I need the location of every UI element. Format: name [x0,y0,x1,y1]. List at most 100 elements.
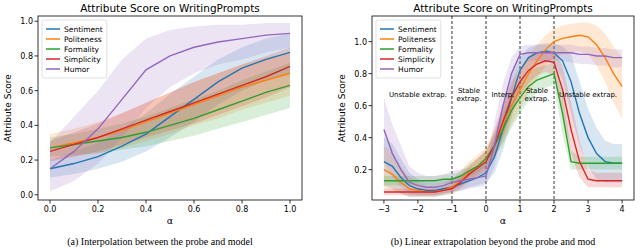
region-label: Stableextrap. [525,87,550,103]
y-tick-label: 0.2 [20,156,33,165]
legend-label: Sentiment [64,25,103,34]
plot-area [50,23,290,191]
caption: (b) Linear extrapolation beyond the prob… [391,236,596,248]
panel: Attribute Score on WritingPrompts 0.0 0.2 0… [3,2,302,248]
x-tick [554,200,555,204]
y-tick-label: 0.6 [20,87,33,96]
legend-swatch [46,48,60,50]
series-line [384,74,622,181]
legend-label: Humor [398,65,424,74]
caption: (a) Interpolation between the probe and … [67,236,253,248]
x-tick-label: 3 [586,205,591,214]
legend-swatch [380,28,394,30]
y-tick-label: 0.8 [20,52,33,61]
x-tick-label: 0.4 [140,205,153,214]
y-tick-label: 0.4 [354,134,367,143]
legend-label: Simplicity [398,55,435,64]
title: Attribute Score on WritingPrompts [413,2,593,14]
x-tick-label: 0.2 [92,205,105,214]
legend-label: Sentiment [398,25,437,34]
y-tick [35,125,39,126]
y-tick [369,105,373,106]
legend-swatch [380,38,394,40]
band [384,50,622,196]
legend-swatch [380,58,394,60]
x-axis-label: α [500,215,506,226]
panel: Attribute Score on WritingPrompts −3 −2 −1 0… [337,2,634,248]
x-tick [50,200,51,204]
legend-label: Politeness [64,35,102,44]
plot-area [384,16,622,200]
legend-frame [42,20,107,78]
x-axis-label: α [167,215,173,226]
legend-label: Simplicity [64,55,101,64]
x-tick-label: −2 [412,205,424,214]
band [384,22,622,196]
band [384,43,622,197]
y-axis-label: Attribute Score [337,74,347,142]
x-tick [290,200,291,204]
title: Attribute Score on WritingPrompts [80,2,260,14]
series-line [50,73,290,148]
y-tick-label: 0.6 [354,102,367,111]
legend-label: Formality [398,45,434,54]
x-tick-label: 1.0 [284,205,297,214]
y-tick-label: 0.0 [20,191,33,200]
region-label: Unstable extrap. [389,91,447,99]
series-line [50,66,290,151]
legend-label: Politeness [398,35,436,44]
series-line [384,53,622,187]
x-tick-label: 0.8 [236,205,249,214]
x-tick-label: 1 [517,205,522,214]
x-tick [520,200,521,204]
x-tick [588,200,589,204]
x-tick-label: −1 [446,205,458,214]
x-tick-label: 0.6 [188,205,201,214]
y-tick-label: 0.8 [354,70,367,79]
y-tick [35,194,39,195]
y-tick [369,169,373,170]
frame [38,16,302,200]
legend: SentimentPolitenessFormalitySimplicityHu… [42,20,107,78]
y-tick-label: 1.0 [354,38,367,47]
x-tick [98,200,99,204]
x-tick [383,200,384,204]
legend-swatch [46,38,60,40]
y-tick [35,55,39,56]
y-tick [35,160,39,161]
series-line [384,35,622,192]
series-line [50,85,290,147]
legend-swatch [380,68,394,70]
y-tick [369,137,373,138]
region-label: Stableextrap. [457,87,482,103]
x-tick-label: 0.0 [44,205,57,214]
series-line [50,33,290,168]
figure: Attribute Score on WritingPrompts 0.0 0.2 0… [0,0,640,248]
frame [372,16,634,200]
region-label: Unstable extrap. [559,91,617,99]
y-tick [35,90,39,91]
band [50,23,290,191]
y-tick [369,41,373,42]
x-tick-label: −3 [378,205,390,214]
legend-frame [376,20,441,78]
region-label: Interp. [491,91,514,99]
y-tick-label: 1.0 [20,17,33,26]
legend-swatch [46,58,60,60]
x-tick [622,200,623,204]
legend-label: Formality [64,45,100,54]
band [384,45,622,195]
x-tick [242,200,243,204]
x-tick [194,200,195,204]
x-tick-label: 2 [551,205,556,214]
series-line [384,61,622,192]
y-tick-label: 0.4 [20,121,33,130]
x-tick [417,200,418,204]
legend-swatch [380,48,394,50]
legend-swatch [46,28,60,30]
y-tick [369,73,373,74]
y-axis-label: Attribute Score [3,74,13,142]
x-tick [485,200,486,204]
y-tick-label: 0.2 [354,166,367,175]
x-tick [146,200,147,204]
